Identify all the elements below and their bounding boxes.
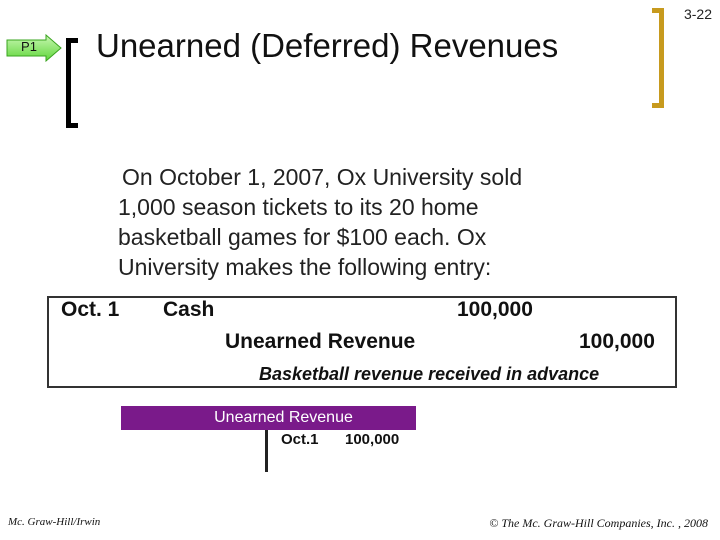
body-paragraph: On October 1, 2007, Ox University sold 1… bbox=[118, 162, 638, 282]
slide-number: 3-22 bbox=[683, 6, 712, 22]
t-account-credit-amount: 100,000 bbox=[345, 431, 400, 448]
slide-title: Unearned (Deferred) Revenues bbox=[96, 27, 559, 64]
journal-entry: Oct. 1 Cash 100,000 Unearned Revenue 100… bbox=[47, 296, 677, 388]
body-line: University makes the following entry: bbox=[118, 254, 492, 280]
t-account-credit-date: Oct.1 bbox=[281, 431, 319, 448]
body-line: On October 1, 2007, Ox University sold bbox=[122, 164, 523, 190]
credit-amount: 100,000 bbox=[579, 330, 655, 353]
debit-account: Cash bbox=[163, 298, 215, 321]
footer-publisher: Mc. Graw-Hill/Irwin bbox=[8, 516, 101, 528]
credit-account: Unearned Revenue bbox=[225, 330, 416, 353]
body-line: basketball games for $100 each. Ox bbox=[118, 224, 487, 250]
body-line: 1,000 season tickets to its 20 home bbox=[118, 194, 479, 220]
entry-memo: Basketball revenue received in advance bbox=[259, 364, 600, 384]
left-bracket-decoration bbox=[66, 38, 78, 128]
footer-copyright: © The Mc. Graw-Hill Companies, Inc. , 20… bbox=[489, 516, 708, 530]
right-bracket-decoration bbox=[652, 8, 664, 108]
debit-amount: 100,000 bbox=[457, 298, 533, 321]
right-arrow-icon bbox=[6, 34, 62, 62]
t-account-divider bbox=[265, 430, 268, 472]
entry-date: Oct. 1 bbox=[61, 298, 120, 321]
t-account-title: Unearned Revenue bbox=[121, 406, 416, 430]
objective-tag: P1 bbox=[21, 39, 37, 54]
